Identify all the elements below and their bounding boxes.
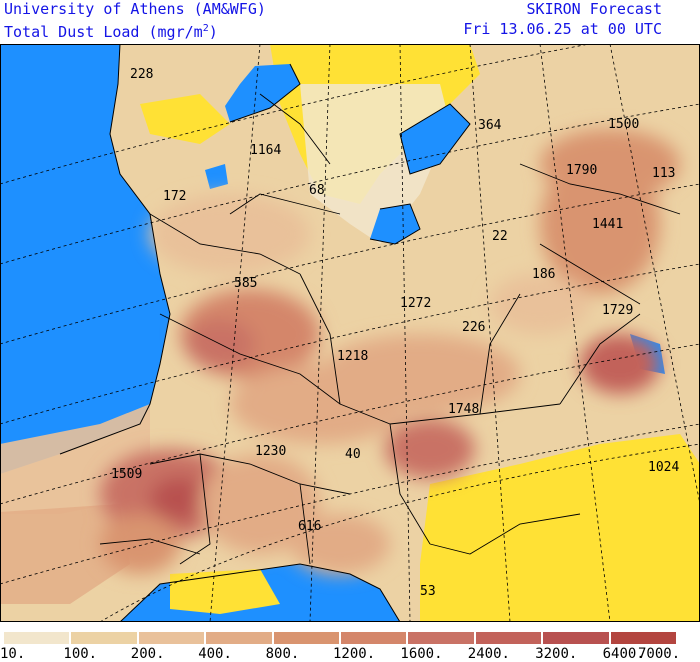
colorbar-level-label: 10. [0,646,26,662]
map-label: 172 [163,189,186,204]
colorbar-level-label: 800. [265,646,300,662]
map-label: 616 [298,519,321,534]
map-label: 228 [130,67,153,82]
map-label: 22 [492,229,508,244]
map-label: 1729 [602,303,633,318]
institution-title: University of Athens (AM&WFG) [4,0,266,18]
map-label: 1748 [448,402,479,417]
dust-value-labels: 228 1164 172 68 364 1500 1790 113 1441 2… [111,67,679,599]
colorbar-level-label: 2400. [467,646,510,662]
map-label: 1790 [566,163,597,178]
map-label: 186 [532,267,555,282]
map-label: 226 [462,320,485,335]
country-borders [99,93,681,565]
map-label: 1500 [608,117,639,132]
no-dust-central-africa [420,434,700,622]
colorbar-swatch [341,632,407,644]
map-label: 1230 [255,444,286,459]
map-label: 1218 [337,349,368,364]
colorbar-level-label: 400. [198,646,232,662]
no-dust-iberia-north [140,94,230,144]
product-title-text: Total Dust Load (mgr/m [4,23,203,41]
map-label: 40 [345,447,361,462]
forecast-datetime: Fri 13.06.25 at 00 UTC [463,20,662,38]
colorbar-level-label: 7000. [638,646,681,662]
colorbar-swatch [206,632,272,644]
coastlines [59,44,471,622]
colorbar-level-label: 3200. [535,646,578,662]
dust-load-map: 228 1164 172 68 364 1500 1790 113 1441 2… [0,44,700,622]
colorbar-swatch [408,632,474,644]
dust-intensity-field [100,129,680,574]
western-med-patch [205,164,228,189]
map-label: 1272 [400,296,431,311]
map-label: 1441 [592,217,623,232]
no-dust-west-africa-coast [170,569,280,614]
colorbar-swatch [4,632,70,644]
colorbar-swatch [71,632,137,644]
map-label: 113 [652,166,675,181]
colorbar-swatch [610,632,676,644]
map-label: 1509 [111,467,142,482]
colorbar-level-label: 6400. [602,646,645,662]
aegean-sea [370,204,420,244]
map-label: 68 [309,183,325,198]
colorbar-swatch [475,632,542,644]
forecast-source: SKIRON Forecast [526,0,662,18]
graticule [0,44,700,622]
colorbar-level-label: 1200. [333,646,376,662]
map-label: 364 [478,118,502,133]
product-title: Total Dust Load (mgr/m2) [4,20,218,41]
product-title-end: ) [208,23,218,41]
map-label: 1164 [250,143,281,158]
bay-of-biscay [225,64,300,122]
map-label: 585 [234,276,257,291]
colorbar-swatch [273,632,339,644]
atlantic-ocean [0,44,170,474]
map-label: 1024 [648,460,679,475]
black-sea [400,104,470,174]
colorbar-swatch [138,632,205,644]
colorbar-level-label: 1600. [400,646,443,662]
product-title-superscript: 2 [202,23,209,34]
light-dust-balkans [300,84,450,244]
colorbar-swatch [543,632,609,644]
ocean-dust-plume-south [0,504,130,604]
colorbar-level-label: 100. [63,646,98,662]
map-canvas: 228 1164 172 68 364 1500 1790 113 1441 2… [0,44,700,622]
map-label: 53 [420,584,436,599]
colorbar-level-label: 200. [130,646,165,662]
